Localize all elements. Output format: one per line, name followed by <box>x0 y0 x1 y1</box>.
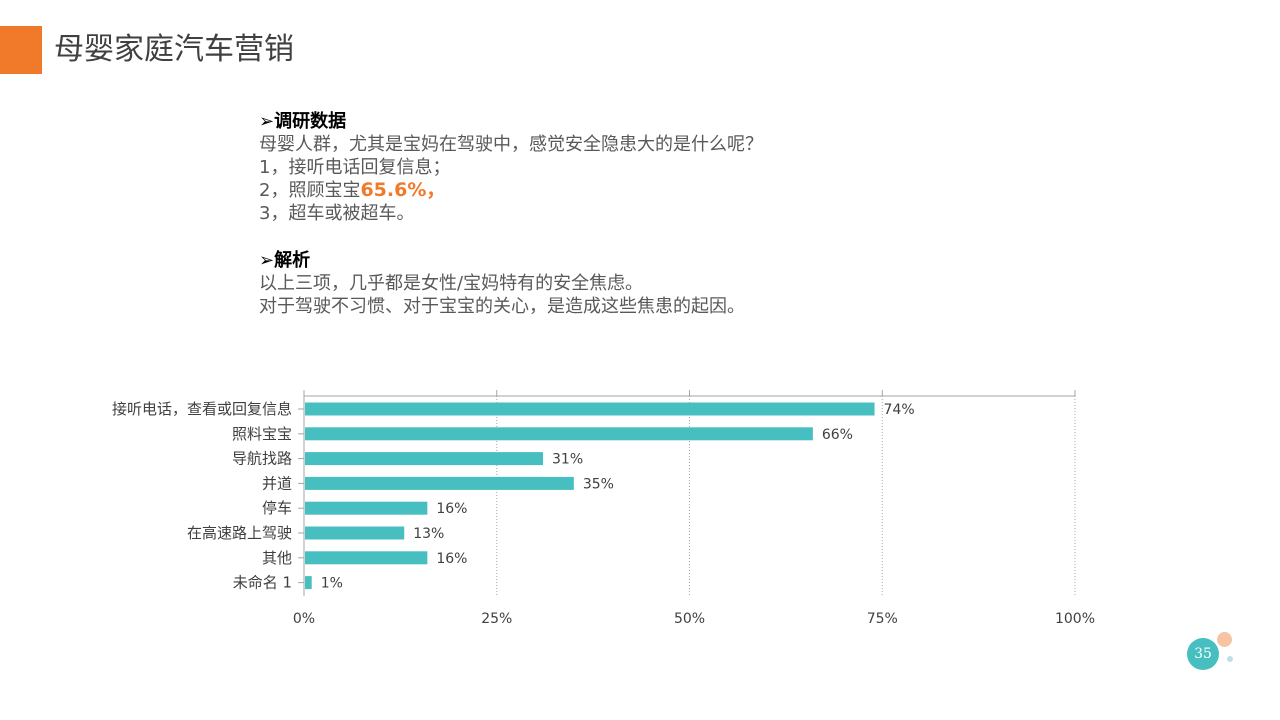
decor-dot-orange <box>1217 632 1232 647</box>
data-label: 16% <box>436 551 467 567</box>
survey-item-1: 1，接听电话回复信息； <box>259 157 451 178</box>
bar <box>305 576 312 590</box>
data-label: 1% <box>321 576 343 592</box>
page-title: 母婴家庭汽车营销 <box>54 32 294 67</box>
category-label: 停车 <box>262 499 292 517</box>
decor-dot-blue <box>1227 656 1233 662</box>
survey-item-2-text: 2，照顾宝宝 <box>259 180 361 201</box>
analysis-line-2: 对于驾驶不习惯、对于宝宝的关心，是造成这些焦患的起因。 <box>259 296 745 317</box>
category-label: 照料宝宝 <box>232 425 292 443</box>
survey-heading: ➢调研数据 <box>259 111 347 132</box>
bar <box>305 551 428 565</box>
data-label: 66% <box>822 427 853 443</box>
bar <box>305 501 428 515</box>
data-label: 16% <box>436 501 467 517</box>
x-tick-label: 100% <box>1055 611 1095 627</box>
analysis-heading: ➢解析 <box>259 250 311 271</box>
title-accent-bar <box>0 26 42 74</box>
x-tick-label: 0% <box>293 611 315 627</box>
survey-question: 母婴人群，尤其是宝妈在驾驶中，感觉安全隐患大的是什么呢？ <box>259 134 763 155</box>
x-tick-label: 75% <box>867 611 898 627</box>
category-label: 在高速路上驾驶 <box>187 524 292 542</box>
x-tick-label: 50% <box>674 611 705 627</box>
category-label: 未命名 1 <box>233 574 292 592</box>
bar <box>305 476 574 490</box>
analysis-line-1: 以上三项，几乎都是女性/宝妈特有的安全焦虑。 <box>259 273 644 294</box>
category-label: 导航找路 <box>232 450 292 468</box>
survey-item-2-highlight: 65.6%， <box>360 179 446 201</box>
bar <box>305 526 405 540</box>
data-label: 31% <box>552 452 583 468</box>
text-block: ➢调研数据 母婴人群，尤其是宝妈在驾驶中，感觉安全隐患大的是什么呢？ 1，接听电… <box>259 110 1019 318</box>
bar <box>305 427 813 441</box>
page-number: 35 <box>1187 638 1219 670</box>
x-tick-label: 25% <box>481 611 512 627</box>
category-label: 接听电话，查看或回复信息 <box>112 400 292 418</box>
category-label: 其他 <box>262 549 292 567</box>
data-label: 13% <box>413 526 444 542</box>
survey-item-2: 2，照顾宝宝65.6%， <box>259 179 1019 202</box>
category-label: 并道 <box>262 474 292 492</box>
bar-chart: 0% 25% 50% 75% 100% 接听电话，查看或回复信息 74% 照料宝宝 66% 导航找… <box>112 390 1095 627</box>
data-label: 74% <box>884 402 915 418</box>
bar <box>305 452 544 466</box>
bar <box>305 402 875 416</box>
survey-item-3: 3，超车或被超车。 <box>259 203 415 224</box>
data-label: 35% <box>583 476 614 492</box>
